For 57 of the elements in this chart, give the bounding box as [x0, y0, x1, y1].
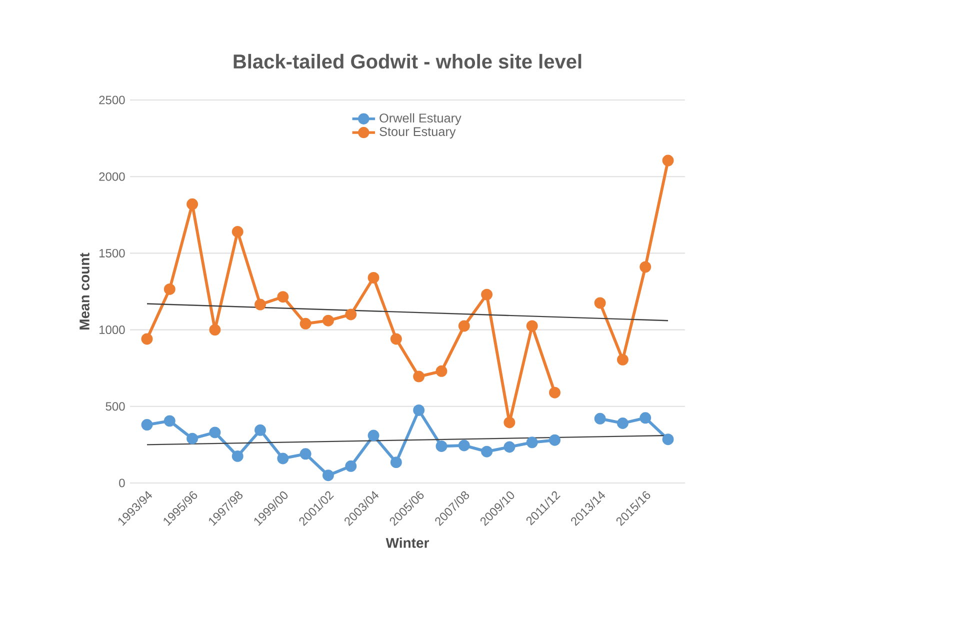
point [164, 415, 176, 427]
point [594, 297, 606, 309]
point [300, 318, 312, 330]
legend-label: Stour Estuary [380, 127, 456, 139]
point [640, 412, 652, 424]
point [390, 333, 402, 345]
y-tick-label: 500 [106, 402, 125, 411]
point [616, 418, 628, 429]
point [413, 404, 425, 416]
point [277, 452, 289, 464]
point [322, 470, 334, 482]
y-axis-title: Mean count [80, 252, 90, 330]
point [526, 436, 538, 448]
point [345, 460, 357, 472]
point [594, 412, 606, 424]
point [300, 448, 312, 460]
legend-label: Orwell Estuary [380, 113, 462, 126]
point [549, 386, 560, 398]
point [458, 440, 470, 452]
point [209, 426, 221, 438]
point [254, 424, 266, 436]
point [322, 314, 334, 326]
point [504, 441, 516, 453]
y-tick-label: 2500 [99, 96, 125, 104]
point [164, 283, 176, 295]
y-tick-label: 2000 [99, 172, 125, 181]
point [504, 416, 516, 428]
point [141, 419, 153, 431]
point [368, 430, 380, 442]
y-tick-label: 1000 [100, 326, 125, 334]
point [481, 288, 493, 300]
point [662, 154, 674, 166]
point [209, 324, 221, 336]
point [616, 354, 628, 366]
point [481, 446, 493, 458]
point [277, 291, 289, 303]
y-tick-label: 0 [119, 478, 125, 488]
point [345, 308, 357, 320]
chart-title: Black-tailed Godwit - whole site level [234, 54, 582, 69]
point [526, 320, 538, 332]
point [436, 365, 448, 377]
x-axis-title: Winter [386, 538, 430, 548]
point [232, 450, 244, 462]
point [141, 333, 153, 345]
point [640, 261, 652, 273]
point [662, 434, 674, 446]
point [458, 320, 470, 332]
point [186, 198, 198, 210]
point [436, 440, 448, 452]
point [413, 370, 425, 382]
point [368, 272, 380, 284]
point [549, 434, 560, 446]
y-tick-label: 1500 [100, 248, 125, 258]
point [186, 432, 198, 444]
point [232, 226, 244, 238]
point [390, 456, 402, 468]
point [254, 298, 266, 310]
